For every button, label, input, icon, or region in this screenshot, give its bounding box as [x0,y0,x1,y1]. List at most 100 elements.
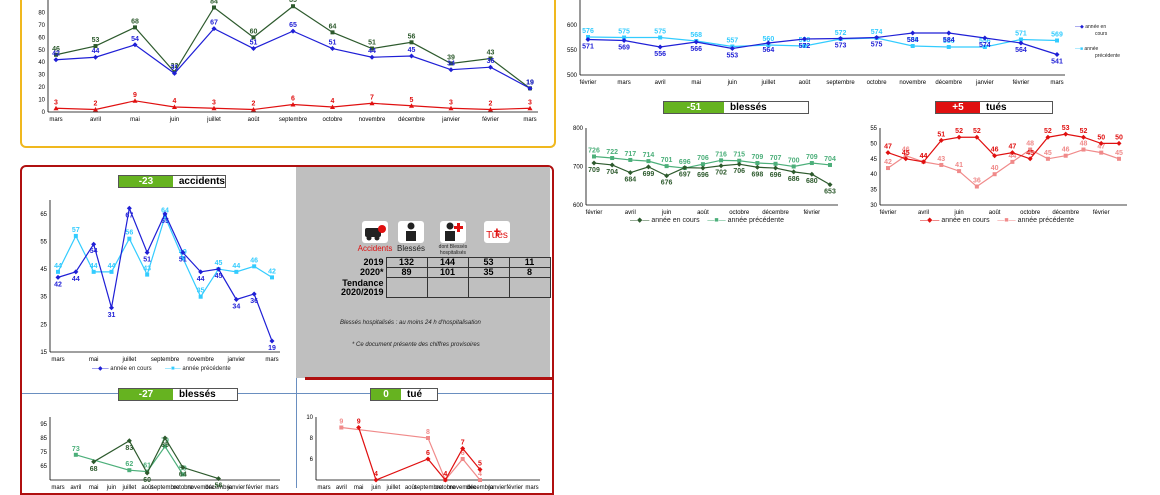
series-line [593,155,831,169]
data-point [664,164,669,169]
x-tick-label: avril [655,80,666,86]
data-label: 717 [624,151,636,158]
data-point [992,172,997,177]
data-label: 45 [408,47,416,54]
legend-swatch: —■ [1075,46,1084,52]
x-tick-label: janvier [441,117,460,123]
data-point [700,162,705,167]
x-tick-label: novembre [187,357,214,363]
data-point [172,70,177,76]
x-tick-label: mai [354,485,364,491]
data-label: 85 [161,442,169,449]
x-tick-label: janvier [226,357,245,363]
data-point [109,269,114,274]
data-point [270,275,274,280]
data-point [755,161,760,166]
data-point [409,40,414,45]
data-label: 44 [92,48,100,55]
legend-swatch: —◆— [920,217,940,224]
data-point [664,173,670,179]
x-tick-label: mars [317,485,330,491]
data-label: 46 [991,147,999,154]
legend-swatch: —■— [997,217,1016,224]
series-line [93,436,219,480]
data-label: 44 [72,276,80,283]
x-tick-label: avril [918,210,929,216]
data-label: 45 [215,260,223,267]
y-tick-label: 30 [38,73,45,79]
data-label: 566 [690,46,702,53]
data-label: 698 [752,171,764,178]
x-tick-label: août [697,210,709,216]
data-point [886,166,890,171]
data-label: 50 [1097,134,1105,141]
y-tick-label: 600 [573,203,584,209]
data-point [773,165,779,171]
x-tick-label: mars [525,485,538,491]
data-point [162,211,168,217]
legend-current: année en cours [110,366,152,372]
data-point [1116,140,1122,146]
data-label: 560 [763,36,775,43]
data-point [488,107,493,112]
x-tick-label: octobre [729,210,750,216]
data-point [488,64,493,70]
badge-value: 0 [371,389,401,400]
legend-swatch: —◆— [630,217,650,224]
data-point [939,162,944,167]
data-point [251,46,256,52]
data-point [132,42,138,48]
data-point [801,36,807,42]
data-label: 696 [697,172,709,179]
data-label: 40 [991,165,999,172]
data-label: 700 [788,158,800,165]
chart-top-left: 0 10 20 30 40 50 60 70 80 mars avril mai juin juillet… [38,0,538,123]
y-tick-label: 25 [40,322,47,328]
x-tick-label: juin [953,210,963,216]
data-point [409,53,414,59]
data-label: 707 [770,155,782,162]
data-label: 52 [973,128,981,135]
legend-swatch: —◆ [1075,24,1084,30]
x-tick-label: janvier [487,485,506,491]
data-point [1054,52,1060,57]
data-point [628,157,633,162]
data-label: 44 [197,276,205,283]
data-label: 714 [643,152,655,159]
note-provisional: * Ce document présente des chiffres prov… [352,342,480,348]
data-point [109,305,114,311]
x-tick-label: mai [130,117,140,123]
x-tick-label: février [586,210,603,216]
data-point [133,25,137,30]
y-tick-label: 55 [40,239,47,245]
data-point [216,476,221,482]
x-tick-label: juin [106,485,116,491]
data-point [657,44,663,50]
data-point [127,236,132,241]
data-point [1018,40,1024,46]
series-line [887,133,1119,163]
y-tick-label: 85 [40,436,47,442]
x-tick-label: août [989,210,1001,216]
y-tick-label: 500 [567,73,578,79]
data-label: 45 [1026,150,1034,157]
badge-value: -51 [664,102,724,113]
data-label: 699 [643,171,655,178]
x-tick-label: mars [49,117,62,123]
legend-previous: année précédente [727,217,785,224]
data-label: 4 [478,471,482,478]
data-label: 52 [1044,128,1052,135]
y-tick-label: 45 [40,267,47,273]
data-label: 4 [331,98,335,105]
y-tick-label: 10 [306,415,313,421]
data-label: 3 [54,99,58,106]
data-point [592,154,596,159]
y-tick-label: 70 [38,23,45,29]
icon-label-killed: Tués [486,230,508,241]
data-label: 575 [618,29,630,36]
y-tick-label: 15 [40,350,47,356]
data-point [903,153,908,158]
legend-swatch: —■— [165,366,181,372]
data-point [974,134,980,140]
data-label: 556 [654,51,666,58]
